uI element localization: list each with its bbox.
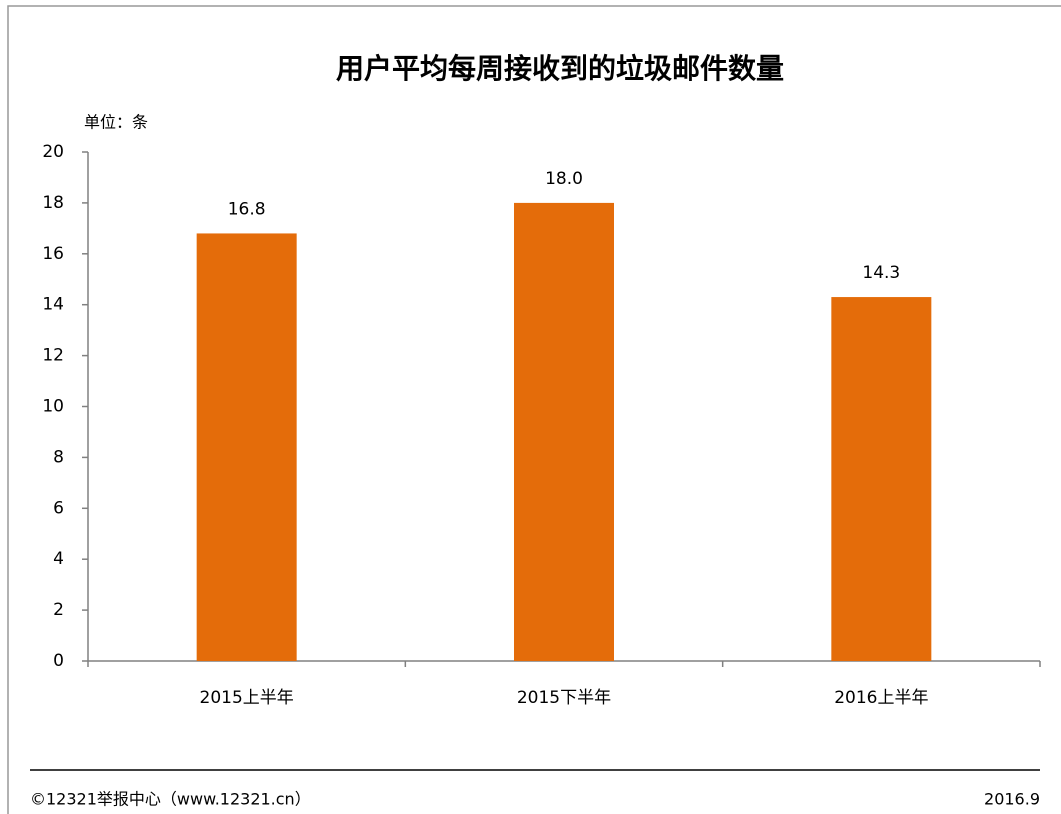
bar	[831, 297, 932, 661]
y-tick-label: 10	[42, 397, 64, 417]
x-tick-label: 2015上半年	[200, 688, 294, 708]
value-label: 16.8	[228, 199, 266, 219]
bar	[196, 233, 297, 661]
y-tick-label: 2	[53, 600, 64, 620]
y-tick-label: 20	[42, 142, 64, 162]
x-tick-label: 2015下半年	[517, 688, 611, 708]
y-tick-label: 18	[42, 193, 64, 213]
y-tick-label: 12	[42, 346, 64, 366]
y-tick-label: 8	[53, 447, 64, 467]
bar	[514, 202, 614, 661]
y-tick-label: 4	[53, 549, 64, 569]
y-tick-label: 16	[42, 244, 64, 264]
y-tick-label: 14	[42, 295, 64, 315]
value-label: 18.0	[545, 169, 583, 189]
x-tick-label: 2016上半年	[834, 688, 928, 708]
unit-label: 单位：条	[84, 113, 148, 132]
chart-title: 用户平均每周接收到的垃圾邮件数量	[336, 52, 784, 85]
y-tick-label: 6	[53, 498, 64, 518]
y-tick-label: 0	[53, 651, 64, 671]
frame	[7, 5, 1061, 814]
source: ©12321举报中心（www.12321.cn）	[30, 790, 311, 809]
value-label: 14.3	[862, 263, 900, 283]
date: 2016.9	[984, 790, 1040, 809]
